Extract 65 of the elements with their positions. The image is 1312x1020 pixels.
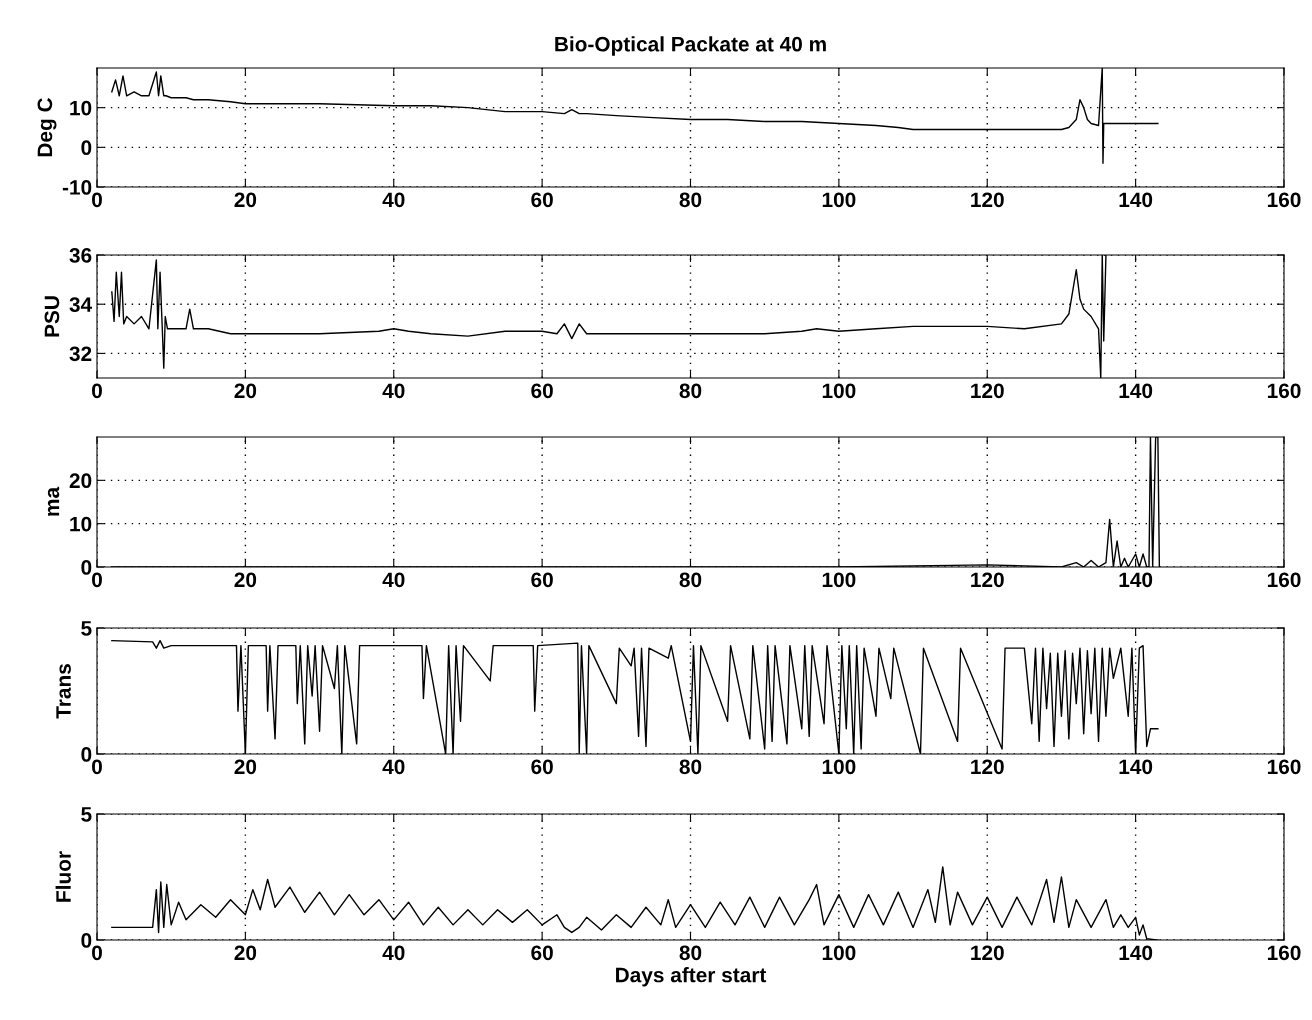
x-tick-label: 120 xyxy=(971,192,1004,208)
x-tick-label: 40 xyxy=(382,759,405,775)
x-tick-label: 140 xyxy=(1119,383,1153,399)
x-tick-label: 40 xyxy=(382,192,405,208)
x-tick-label: 60 xyxy=(531,383,553,399)
x-tick-label: 100 xyxy=(822,192,856,208)
x-tick-label: 100 xyxy=(822,759,856,775)
y-tick-label: 20 xyxy=(69,473,92,489)
x-tick-label: 60 xyxy=(531,759,553,775)
x-tick-label: 40 xyxy=(382,945,405,961)
x-tick-label: 20 xyxy=(234,383,257,399)
x-tick-label: 0 xyxy=(92,572,102,588)
x-tick-label: 60 xyxy=(531,572,553,588)
x-tick-label: 140 xyxy=(1119,945,1153,961)
x-tick-label: 160 xyxy=(1267,383,1301,399)
x-tick-label: 0 xyxy=(92,383,102,399)
x-tick-label: 20 xyxy=(234,945,257,961)
x-tick-label: 100 xyxy=(822,945,856,961)
x-tick-label: 120 xyxy=(971,759,1004,775)
y-axis-title: ma xyxy=(47,486,60,516)
x-tick-label: 160 xyxy=(1267,572,1301,588)
y-tick-label: 0 xyxy=(81,560,92,575)
x-tick-label: 0 xyxy=(92,759,102,775)
y-tick-label: 10 xyxy=(70,100,92,116)
y-tick-label: 36 xyxy=(69,248,92,263)
y-tick-label: 10 xyxy=(70,516,92,532)
y-tick-label: 0 xyxy=(81,933,92,948)
x-tick-label: 120 xyxy=(971,383,1004,399)
x-tick-label: 0 xyxy=(92,945,102,961)
x-tick-label: 100 xyxy=(822,572,856,588)
x-tick-label: 140 xyxy=(1119,759,1153,775)
x-tick-label: 140 xyxy=(1119,572,1153,588)
x-tick-label: 0 xyxy=(92,192,102,208)
x-tick-label: 140 xyxy=(1119,192,1153,208)
y-axis-title: PSU xyxy=(44,296,60,337)
x-tick-label: 20 xyxy=(234,759,257,775)
y-tick-label: 32 xyxy=(69,346,92,362)
x-tick-label: 60 xyxy=(531,192,553,208)
x-tick-label: 80 xyxy=(679,192,702,208)
x-axis-title: Days after start xyxy=(616,967,767,987)
x-tick-label: 160 xyxy=(1267,759,1301,775)
y-tick-label: 5 xyxy=(81,807,92,822)
x-tick-label: 80 xyxy=(679,383,702,399)
y-tick-label: 5 xyxy=(81,621,92,636)
x-tick-label: 40 xyxy=(382,383,405,399)
y-tick-label: 0 xyxy=(81,747,92,762)
x-tick-label: 160 xyxy=(1267,192,1301,208)
x-tick-label: 60 xyxy=(531,945,553,961)
y-tick-label: 0 xyxy=(81,140,92,156)
x-tick-label: 20 xyxy=(234,572,257,588)
x-tick-label: 80 xyxy=(679,945,702,961)
x-tick-label: 120 xyxy=(971,945,1004,961)
y-axis-title: Fluor xyxy=(55,851,71,902)
x-tick-label: 100 xyxy=(822,383,856,399)
x-tick-label: 160 xyxy=(1267,945,1301,961)
x-tick-label: 120 xyxy=(971,572,1004,588)
x-tick-label: 80 xyxy=(679,572,702,588)
x-tick-label: 80 xyxy=(679,759,702,775)
y-tick-label: -10 xyxy=(62,180,92,195)
y-tick-label: 34 xyxy=(69,297,93,312)
chart-title: Bio-Optical Packate at 40 m xyxy=(555,36,826,56)
y-axis-title: Deg C xyxy=(37,97,57,157)
y-axis-title: Trans xyxy=(56,664,71,719)
x-tick-label: 40 xyxy=(382,572,405,588)
x-tick-label: 20 xyxy=(234,192,257,208)
